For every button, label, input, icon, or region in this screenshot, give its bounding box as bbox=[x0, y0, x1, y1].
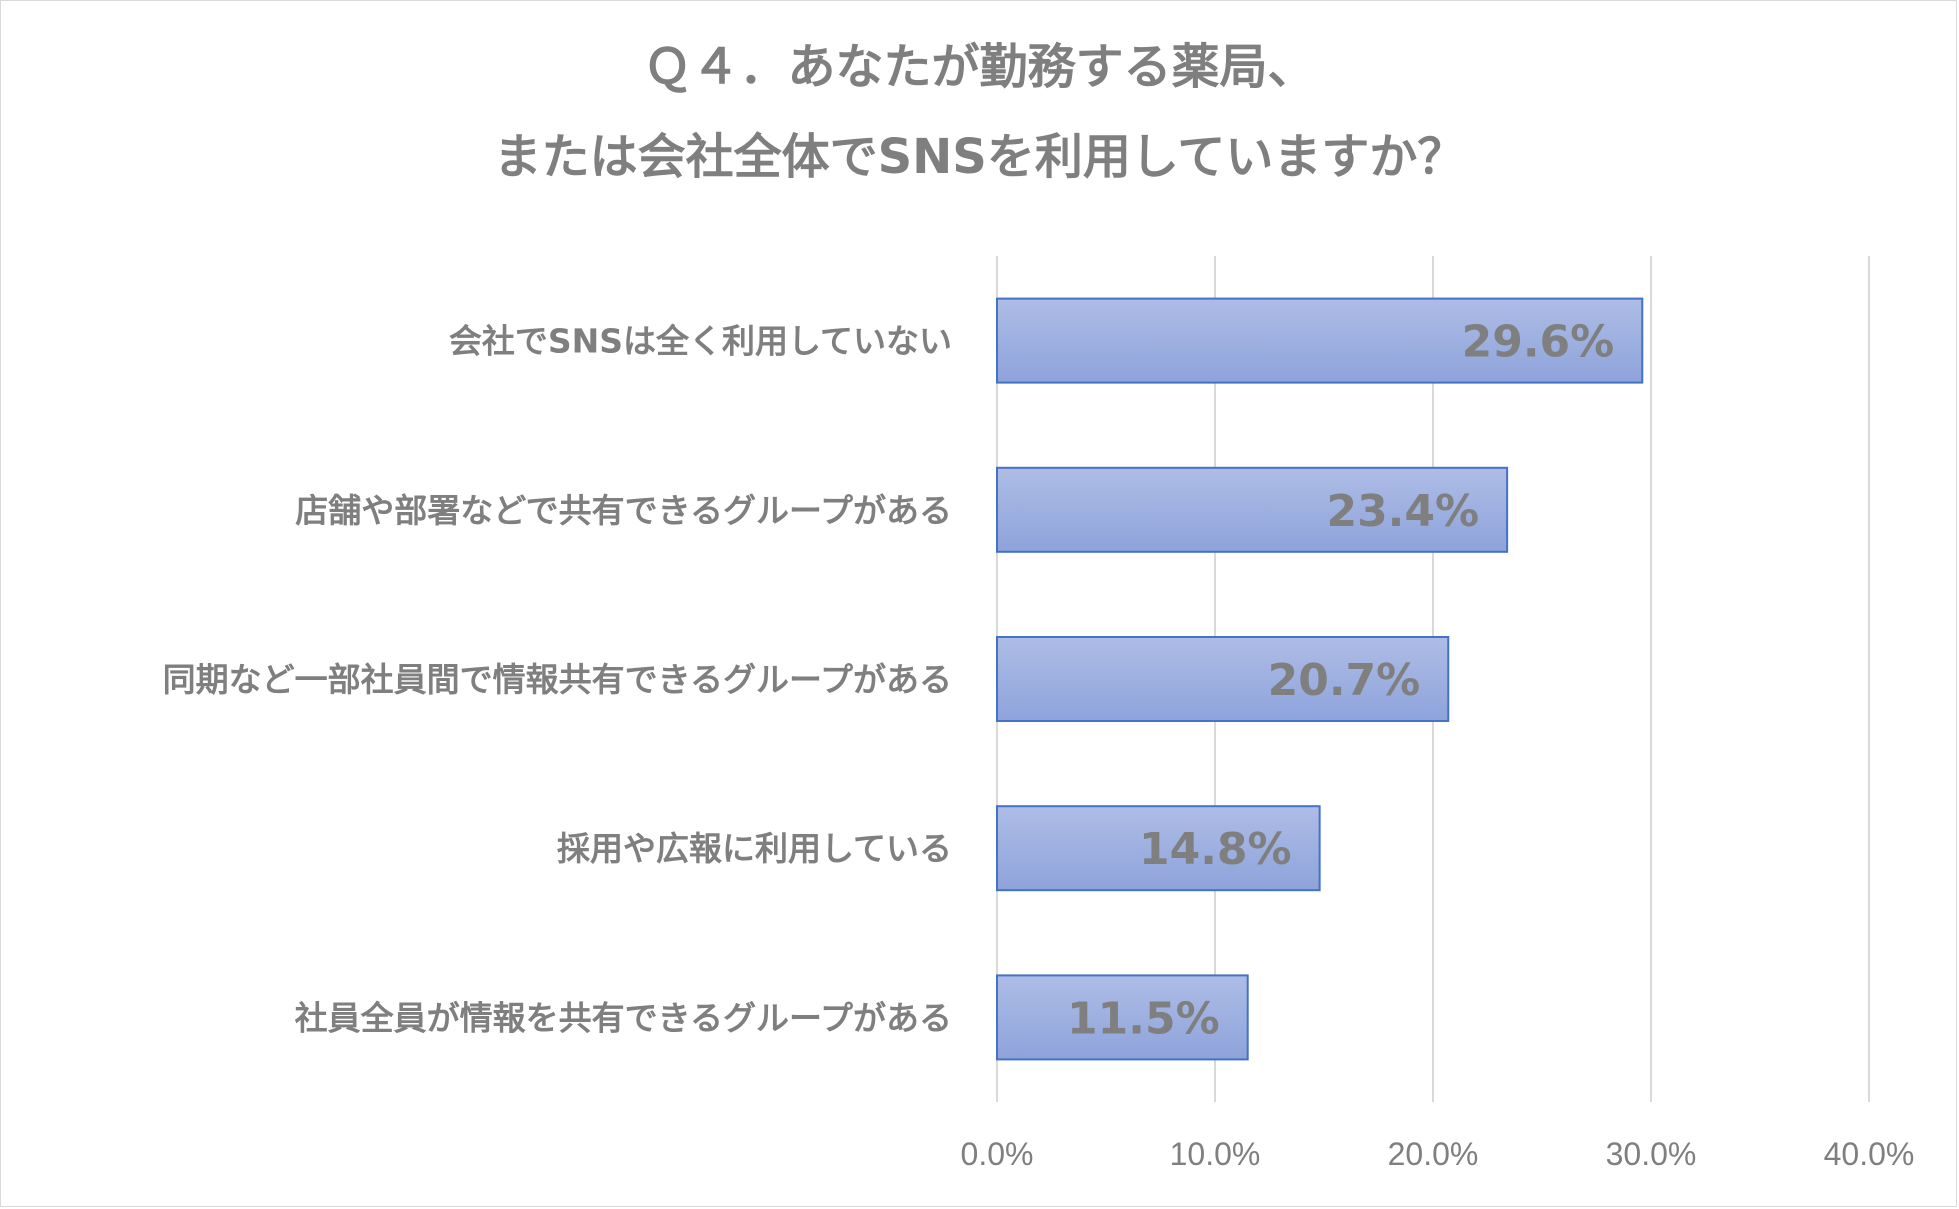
chart-title: Ｑ４．あなたが勤務する薬局、 または会社全体でSNSを利用していますか？ bbox=[0, 22, 1959, 202]
bar-0 bbox=[996, 297, 1644, 384]
category-label-4: 社員全員が情報を共有できるグループがある bbox=[295, 998, 952, 1037]
x-tick-label-2: 20.0% bbox=[1388, 1136, 1479, 1172]
bar-2 bbox=[996, 636, 1450, 722]
chart-title-line-2: または会社全体でSNSを利用していますか？ bbox=[493, 129, 1466, 185]
category-label-3: 採用や広報に利用している bbox=[557, 829, 952, 868]
x-tick-label-1: 10.0% bbox=[1170, 1136, 1261, 1172]
value-label-4: 11.5% bbox=[1067, 993, 1220, 1044]
bar-3 bbox=[996, 805, 1321, 892]
x-tick-label-4: 40.0% bbox=[1824, 1136, 1915, 1172]
value-labels: 29.6% 23.4% 20.7% 14.8% 11.5% bbox=[1067, 317, 1614, 1045]
category-label-0: 会社でSNSは全く利用していない bbox=[449, 322, 952, 361]
x-tick-label-0: 0.0% bbox=[961, 1136, 1034, 1172]
bars bbox=[996, 297, 1644, 1061]
value-label-0: 29.6% bbox=[1462, 317, 1615, 368]
value-label-3: 14.8% bbox=[1139, 824, 1292, 875]
chart-title-line-1: Ｑ４．あなたが勤務する薬局、 bbox=[643, 39, 1316, 95]
x-tick-labels: 0.0% 10.0% 20.0% 30.0% 40.0% bbox=[961, 1136, 1915, 1172]
bar-1 bbox=[996, 466, 1509, 553]
bar-4 bbox=[996, 974, 1249, 1061]
value-label-2: 20.7% bbox=[1268, 655, 1421, 706]
x-tick-label-3: 30.0% bbox=[1606, 1136, 1697, 1172]
value-label-1: 23.4% bbox=[1326, 486, 1479, 537]
category-labels: 会社でSNSは全く利用していない店舗や部署などで共有できるグループがある同期など… bbox=[163, 322, 952, 1038]
category-label-2: 同期など一部社員間で情報共有できるグループがある bbox=[163, 660, 952, 699]
category-label-1: 店舗や部署などで共有できるグループがある bbox=[295, 491, 952, 530]
